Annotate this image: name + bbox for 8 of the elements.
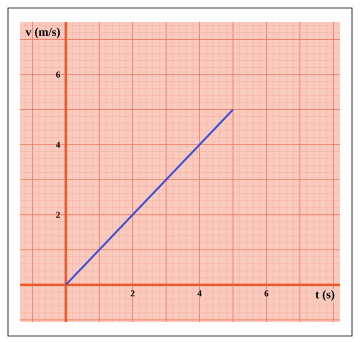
x-tick-label: 2 xyxy=(130,290,135,296)
x-tick-label: 6 xyxy=(264,290,268,296)
x-axis-title: t (s) xyxy=(315,290,334,301)
x-tick-label: 4 xyxy=(197,290,202,296)
y-tick-label: 2 xyxy=(56,212,60,218)
y-axis-title: v (m/s) xyxy=(26,28,60,38)
y-tick-label: 6 xyxy=(56,72,60,78)
y-tick-label: 4 xyxy=(56,142,60,148)
